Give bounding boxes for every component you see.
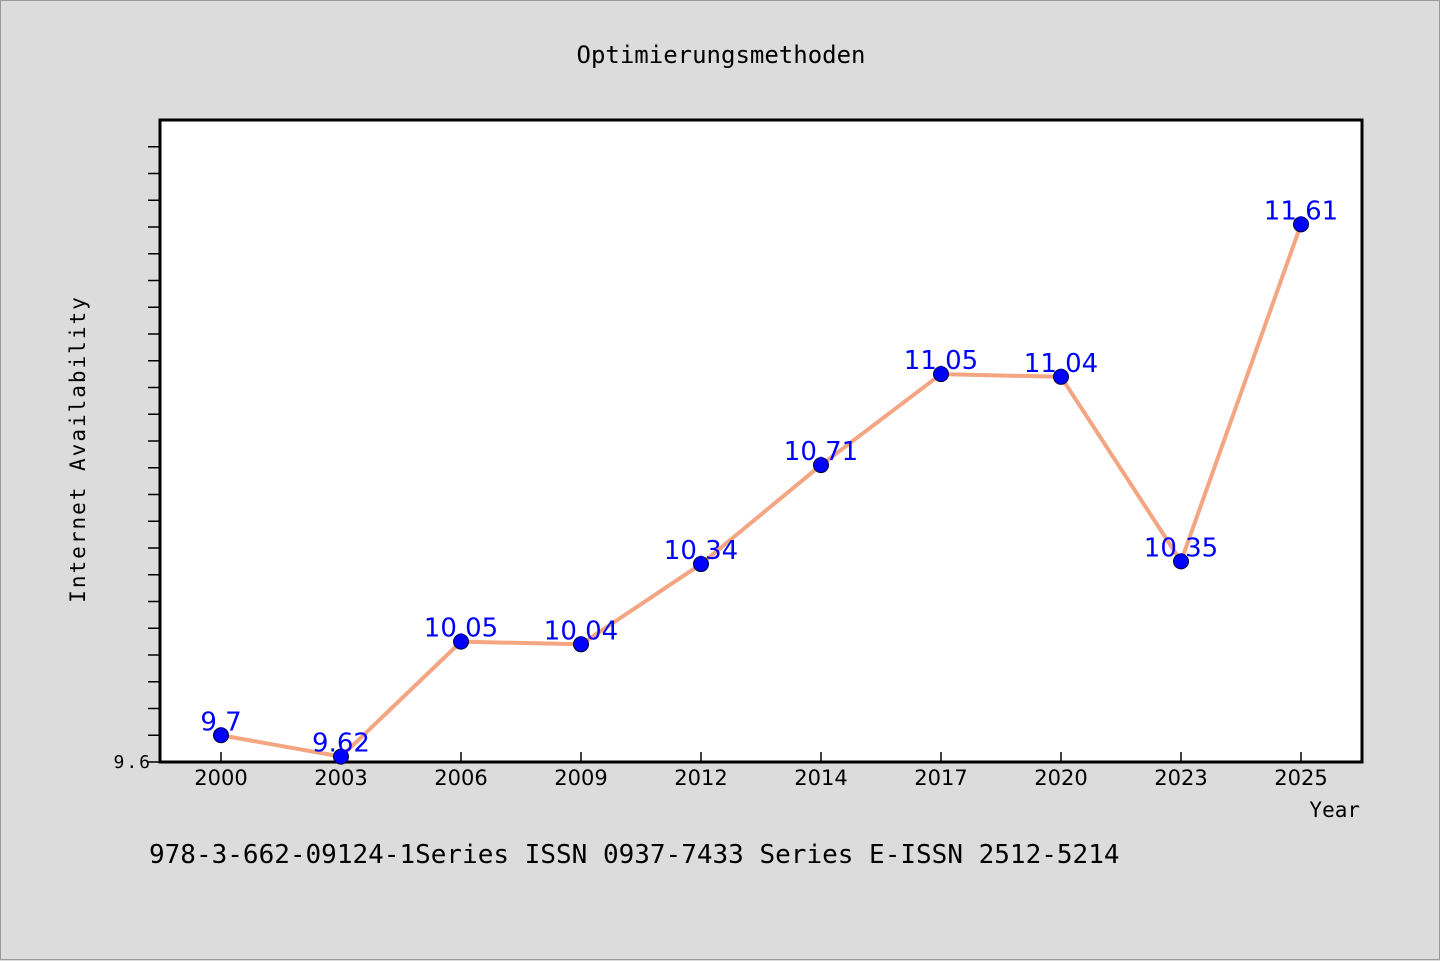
data-label: 9.62 <box>312 729 370 759</box>
plot-area <box>158 118 1364 764</box>
data-label: 11.05 <box>904 346 978 376</box>
y-axis-label: Internet Availability <box>66 295 90 603</box>
x-axis-label: Year <box>1309 798 1360 822</box>
chart-title: Optimierungsmethoden <box>577 41 866 69</box>
data-point <box>573 636 589 653</box>
data-point <box>1173 553 1189 570</box>
x-tick-label: 2009 <box>554 766 607 790</box>
data-label: 11.61 <box>1264 196 1338 226</box>
data-label: 9.7 <box>200 707 241 737</box>
y-axis-ticks: 9.6 <box>113 146 160 773</box>
x-tick-label: 2014 <box>794 766 847 790</box>
x-tick-label: 2023 <box>1154 766 1207 790</box>
footer-isbn-text: 978-3-662-09124-1Series ISSN 0937-7433 S… <box>149 840 1120 870</box>
x-tick-label: 2012 <box>674 766 727 790</box>
data-point <box>813 457 829 474</box>
x-tick-label: 2006 <box>434 766 487 790</box>
data-point <box>1293 216 1309 233</box>
y-tick-label: 9.6 <box>113 752 152 773</box>
x-tick-label: 2025 <box>1274 766 1327 790</box>
data-point <box>333 748 349 765</box>
data-label: 10.71 <box>784 437 858 467</box>
data-label: 10.05 <box>424 614 498 644</box>
x-tick-label: 2000 <box>194 766 247 790</box>
data-label: 10.34 <box>664 536 738 566</box>
data-labels: 9.7 9.62 10.05 10.04 10.34 10.71 11.05 11.04 10.… <box>200 196 1338 758</box>
data-point <box>1053 368 1069 385</box>
data-label: 11.04 <box>1024 349 1098 379</box>
data-points <box>213 216 1309 765</box>
x-tick-label: 2003 <box>314 766 367 790</box>
data-label: 10.04 <box>544 616 618 646</box>
data-point <box>453 633 469 650</box>
data-point <box>213 727 229 744</box>
x-axis-ticks: 2000 2003 2006 2009 2012 2014 2017 2020 2023 2025 <box>194 752 1328 790</box>
data-point <box>693 556 709 573</box>
x-tick-label: 2017 <box>914 766 967 790</box>
data-point <box>933 366 949 383</box>
series-line <box>220 223 1303 759</box>
x-tick-label: 2020 <box>1034 766 1087 790</box>
data-label: 10.35 <box>1144 533 1218 563</box>
